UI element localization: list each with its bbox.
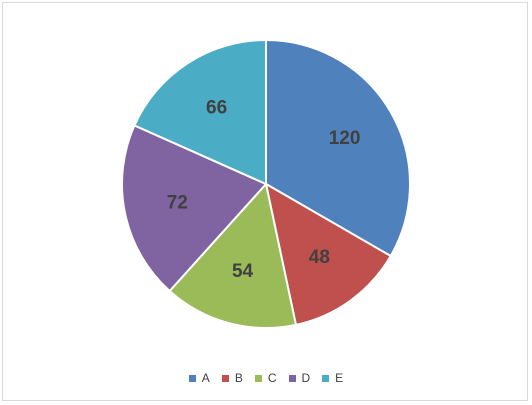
legend-swatch-a (188, 374, 196, 382)
legend-label-b: B (234, 371, 243, 385)
legend-item-a: A (188, 371, 210, 385)
pie-slice-b (264, 182, 393, 327)
data-label-b: 48 (309, 247, 330, 268)
legend-swatch-c (254, 374, 262, 382)
legend: A B C D E (0, 371, 532, 385)
data-label-a: 120 (329, 128, 361, 149)
legend-label-c: C (267, 371, 277, 385)
legend-swatch-b (221, 374, 229, 382)
legend-item-d: D (288, 371, 311, 385)
pie-slice-e (133, 38, 267, 186)
data-label-d: 72 (167, 192, 188, 213)
pie-slice-c (168, 181, 298, 329)
legend-swatch-d (288, 374, 296, 382)
pie-slice-a (265, 38, 411, 258)
legend-swatch-e (322, 374, 330, 382)
legend-label-d: D (301, 371, 311, 385)
data-label-e: 66 (206, 97, 227, 118)
data-label-c: 54 (232, 261, 254, 282)
legend-item-c: C (254, 371, 277, 385)
legend-item-e: E (322, 371, 343, 385)
legend-label-e: E (335, 371, 344, 385)
pie-slice-d (121, 124, 268, 293)
legend-label-a: A (201, 371, 210, 385)
legend-item-b: B (221, 371, 243, 385)
